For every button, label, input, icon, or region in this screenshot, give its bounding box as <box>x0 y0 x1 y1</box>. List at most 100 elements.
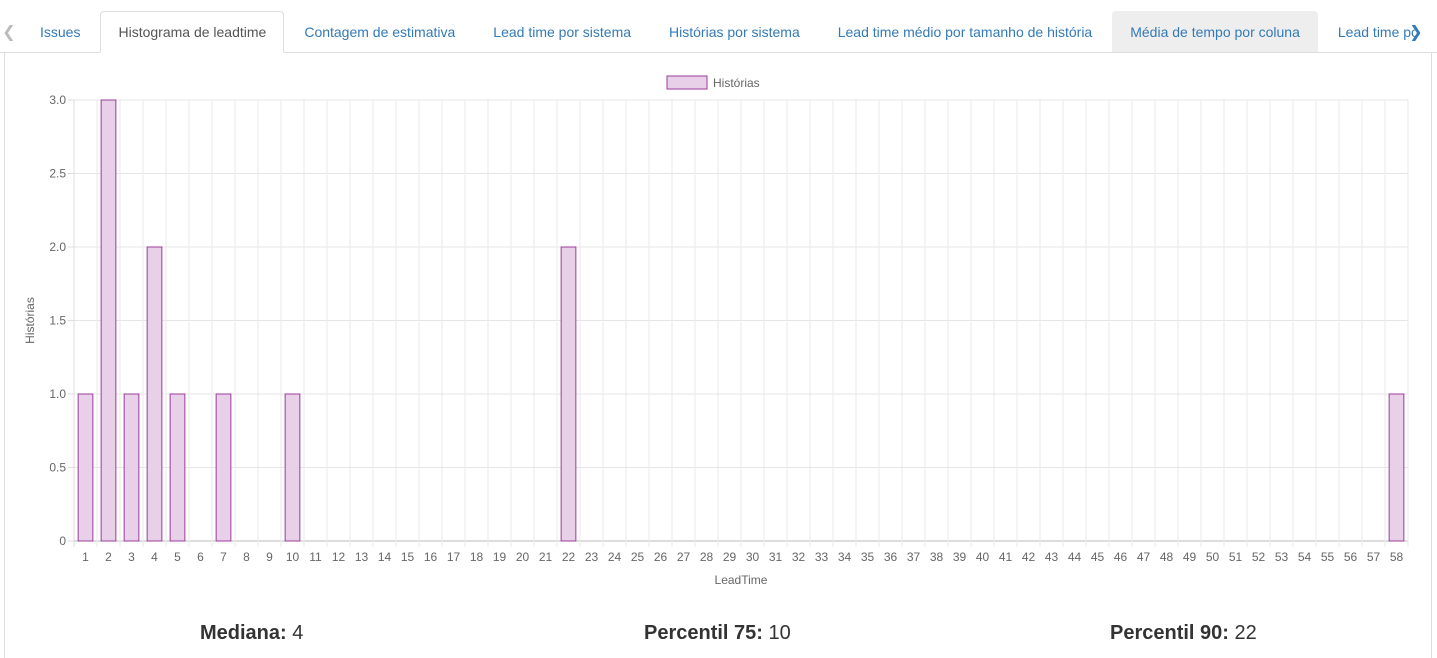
x-tick-label: 26 <box>654 550 668 564</box>
x-tick-label: 40 <box>976 550 990 564</box>
x-tick-label: 32 <box>792 550 806 564</box>
x-tick-label: 1 <box>82 550 89 564</box>
p90-label: Percentil 90: <box>1110 622 1229 644</box>
p75-label: Percentil 75: <box>644 622 763 644</box>
x-tick-label: 44 <box>1068 550 1082 564</box>
p75-value: 10 <box>768 622 791 644</box>
legend-label: Histórias <box>713 76 760 90</box>
p75-stat: Percentil 75: 10 <box>644 622 791 645</box>
x-tick-label: 41 <box>999 550 1013 564</box>
x-tick-label: 17 <box>447 550 461 564</box>
x-tick-label: 48 <box>1160 550 1174 564</box>
bar-7 <box>215 393 232 542</box>
y-tick-label: 3.0 <box>49 93 66 107</box>
x-tick-label: 52 <box>1252 550 1266 564</box>
y-tick-label: 2.5 <box>49 167 66 181</box>
tab-lead-time-po[interactable]: Lead time po <box>1337 24 1415 40</box>
bar-10 <box>284 393 301 542</box>
x-tick-label: 7 <box>220 550 227 564</box>
x-tick-label: 23 <box>585 550 599 564</box>
bar-1 <box>77 393 94 542</box>
x-tick-label: 4 <box>151 550 158 564</box>
y-tick-label: 2.0 <box>49 240 66 254</box>
x-tick-label: 30 <box>746 550 760 564</box>
x-tick-label: 12 <box>332 550 346 564</box>
x-tick-label: 34 <box>838 550 852 564</box>
x-tick-label: 42 <box>1022 550 1036 564</box>
x-tick-label: 14 <box>378 550 392 564</box>
chevron-right-icon[interactable]: ❯ <box>1409 24 1423 41</box>
bar-2 <box>100 99 117 542</box>
x-tick-label: 11 <box>309 550 322 564</box>
x-tick-label: 3 <box>128 550 135 564</box>
x-tick-label: 22 <box>562 550 576 564</box>
tab-lead-time-m-dio-por-tamanho-de-hist-ria[interactable]: Lead time médio por tamanho de história <box>837 24 1093 40</box>
chart-panel: 0 0.5 1.0 1.5 2.0 2.5 3.0 1 2 3 4 5 6 7 8 9 10 11 12 13 14 15… <box>4 53 1432 658</box>
x-tick-label: 55 <box>1321 550 1335 564</box>
x-tick-label: 36 <box>884 550 898 564</box>
x-tick-label: 29 <box>723 550 737 564</box>
x-tick-label: 57 <box>1367 550 1381 564</box>
x-tick-label: 47 <box>1137 550 1151 564</box>
x-tick-label: 35 <box>861 550 875 564</box>
tab-contagem-de-estimativa[interactable]: Contagem de estimativa <box>304 24 456 40</box>
x-tick-label: 37 <box>907 550 921 564</box>
histogram-chart: 00.51.01.52.02.53.01 2 3 4 5 6 7 8 9 10 11 12 13 14 15… <box>23 75 1409 587</box>
bar-3 <box>123 393 140 542</box>
bar-22 <box>560 246 577 542</box>
x-tick-label: 31 <box>769 550 783 564</box>
x-tick-label: 45 <box>1091 550 1105 564</box>
tab-bar: ❮ Issues Histograma de leadtime Contagem d… <box>0 0 1437 53</box>
chevron-left-icon[interactable]: ❮ <box>2 24 16 41</box>
y-tick-label: 0 <box>59 534 66 548</box>
x-tick-label: 58 <box>1390 550 1404 564</box>
x-tick-label: 21 <box>539 550 553 564</box>
bar-4 <box>146 246 163 542</box>
x-tick-label: 5 <box>174 550 181 564</box>
x-tick-label: 24 <box>608 550 622 564</box>
y-tick-label: 1.0 <box>49 387 66 401</box>
median-value: 4 <box>292 622 304 644</box>
y-axis-label: Histórias <box>23 297 37 344</box>
x-tick-label: 43 <box>1045 550 1059 564</box>
x-tick-label: 6 <box>197 550 204 564</box>
x-tick-label: 38 <box>930 550 944 564</box>
y-tick-label: 0.5 <box>49 461 66 475</box>
tab-m-dia-de-tempo-por-coluna[interactable]: Média de tempo por coluna <box>1112 11 1318 52</box>
tab-lead-time-por-sistema[interactable]: Lead time por sistema <box>493 24 632 40</box>
x-tick-label: 9 <box>266 550 273 564</box>
x-tick-label: 51 <box>1229 550 1243 564</box>
x-tick-label: 13 <box>355 550 369 564</box>
x-tick-label: 19 <box>493 550 507 564</box>
x-axis-label: LeadTime <box>715 573 768 587</box>
x-tick-label: 15 <box>401 550 415 564</box>
bar-5 <box>169 393 186 542</box>
x-tick-label: 53 <box>1275 550 1289 564</box>
x-tick-label: 10 <box>286 550 300 564</box>
p90-value: 22 <box>1234 622 1257 644</box>
x-tick-label: 46 <box>1114 550 1128 564</box>
p90-stat: Percentil 90: 22 <box>1110 622 1257 645</box>
x-tick-label: 39 <box>953 550 967 564</box>
x-tick-label: 18 <box>470 550 484 564</box>
x-tick-label: 54 <box>1298 550 1312 564</box>
x-tick-label: 20 <box>516 550 530 564</box>
tab-list: Issues Histograma de leadtime Contagem de … <box>22 11 1415 53</box>
x-tick-label: 50 <box>1206 550 1220 564</box>
tab-issues[interactable]: Issues <box>40 24 81 40</box>
median-stat: Mediana: 4 <box>200 622 303 645</box>
tab-hist-rias-por-sistema[interactable]: Histórias por sistema <box>669 24 800 40</box>
x-tick-label: 28 <box>700 550 714 564</box>
x-tick-label: 33 <box>815 550 829 564</box>
x-tick-label: 56 <box>1344 550 1358 564</box>
x-tick-label: 27 <box>677 550 691 564</box>
bar-58 <box>1388 393 1405 542</box>
x-tick-label: 16 <box>424 550 438 564</box>
x-tick-label: 8 <box>243 550 250 564</box>
median-label: Mediana: <box>200 622 287 644</box>
tab-histograma-de-leadtime[interactable]: Histograma de leadtime <box>100 11 285 53</box>
x-tick-label: 49 <box>1183 550 1197 564</box>
x-tick-label: 2 <box>105 550 112 564</box>
legend-swatch <box>666 75 708 90</box>
x-tick-label: 25 <box>631 550 645 564</box>
